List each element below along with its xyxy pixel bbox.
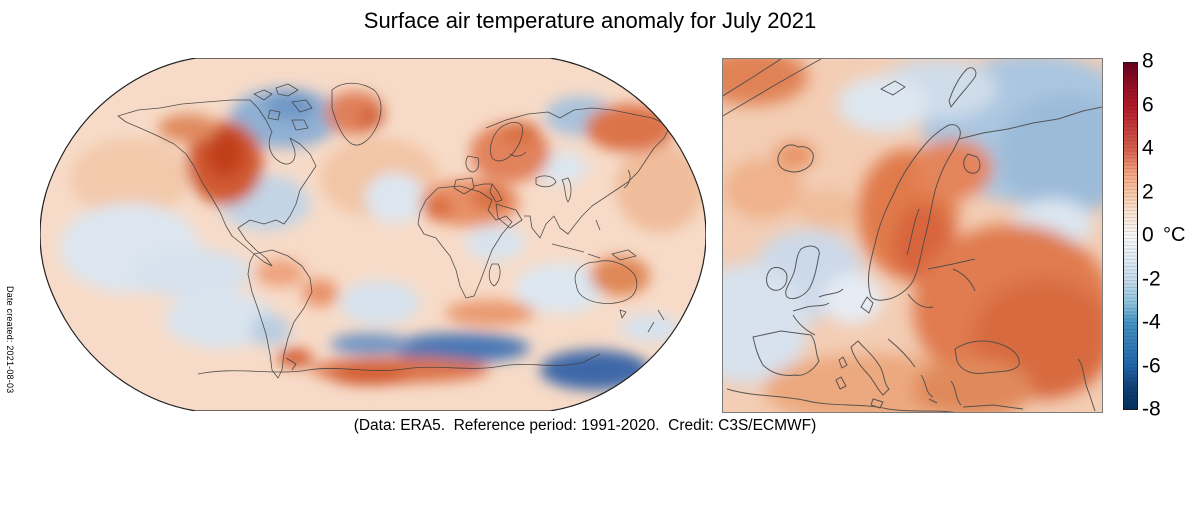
figure-title: Surface air temperature anomaly for July… [363, 8, 817, 33]
colorbar-tick-label: -4 [1142, 310, 1161, 334]
colorbar-tick-label: 0 [1142, 223, 1154, 247]
global-map-outline [40, 58, 706, 411]
global-anomaly-field [60, 88, 705, 390]
colorbar-tick-label: -6 [1142, 354, 1161, 378]
europe-coastlines [723, 59, 1102, 412]
caption: (Data: ERA5. Reference period: 1991-2020… [353, 417, 817, 434]
colorbar-tick-label: 6 [1142, 93, 1154, 117]
colorbar-tick-label: 4 [1142, 136, 1154, 160]
colorbar-tick-label: -2 [1142, 267, 1161, 291]
colorbar-tick-label: 2 [1142, 180, 1154, 204]
colorbar: 8 6 4 2 0 -2 -4 -6 -8 [1142, 50, 1182, 421]
global-coastlines [117, 82, 671, 379]
global-map [40, 58, 706, 411]
colorbar-gradient [1123, 62, 1138, 410]
europe-map [722, 58, 1103, 413]
europe-anomaly-field [723, 59, 1102, 412]
logo-row: European Commission opernicus Europe's e… [0, 448, 1200, 520]
colorbar-tick-label: 8 [1142, 49, 1154, 73]
colorbar-unit-label: °C [1163, 224, 1186, 247]
date-created-label: Date created: 2021-08-03 [5, 286, 15, 394]
colorbar-tick-label: -8 [1142, 397, 1161, 421]
